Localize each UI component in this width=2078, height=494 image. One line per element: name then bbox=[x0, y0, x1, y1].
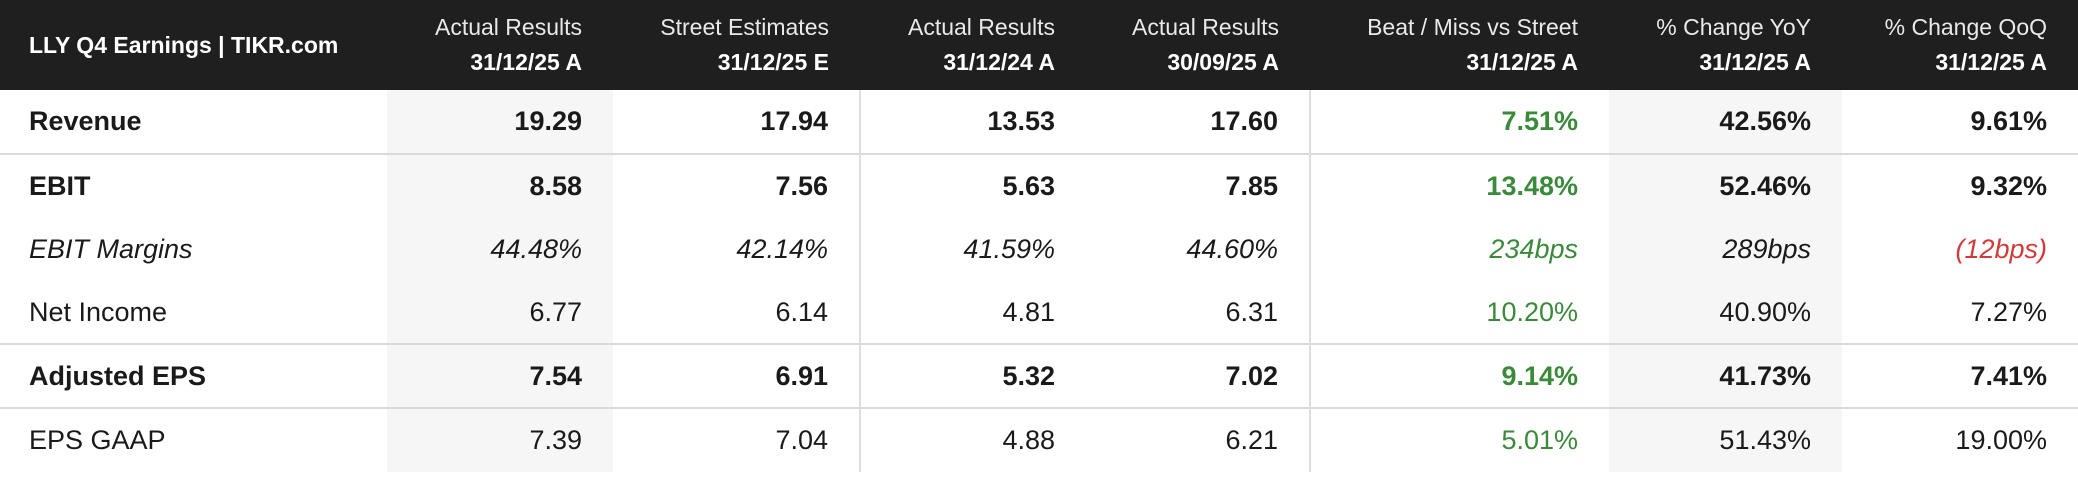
column-header-actual-q4-25: Actual Results 31/12/25 A bbox=[387, 0, 613, 90]
cell-actual-q3-25: 6.21 bbox=[1086, 407, 1310, 472]
row-label: EPS GAAP bbox=[0, 407, 387, 472]
cell-actual-q3-25: 44.60% bbox=[1186, 234, 1278, 264]
cell-change-yoy: 40.90% bbox=[1609, 281, 1842, 344]
cell-street-estimate: 17.94 bbox=[760, 106, 828, 136]
cell-street-estimate: 6.14 bbox=[775, 296, 828, 327]
table-row-net-income: Net Income 6.77 6.14 4.81 6.31 10.20% 40… bbox=[0, 281, 2078, 344]
cell-change-qoq: 19.00% bbox=[1842, 407, 2078, 472]
column-header-line1: Actual Results bbox=[434, 14, 582, 40]
cell-actual-q4-25: 44.48% bbox=[387, 218, 613, 281]
cell-change-qoq: (12bps) bbox=[1955, 234, 2047, 264]
cell-beat-miss: 234bps bbox=[1309, 218, 1609, 281]
column-header-line2: 31/12/25 A bbox=[1935, 49, 2047, 75]
table-title: LLY Q4 Earnings | TIKR.com bbox=[29, 31, 339, 58]
row-label: EBIT Margins bbox=[29, 234, 193, 264]
table-row-ebit: EBIT 8.58 7.56 5.63 7.85 13.48% 52.46% 9… bbox=[0, 153, 2078, 218]
column-header-actual-q3-25: Actual Results 30/09/25 A bbox=[1086, 0, 1310, 90]
cell-street-estimate: 6.91 bbox=[613, 343, 860, 408]
column-header-line2: 31/12/24 A bbox=[943, 49, 1055, 75]
column-header-line2: 31/12/25 A bbox=[470, 49, 582, 75]
column-header-line1: Street Estimates bbox=[660, 14, 829, 40]
cell-actual-q4-25: 19.29 bbox=[387, 90, 613, 154]
column-header-line1: Beat / Miss vs Street bbox=[1367, 14, 1578, 40]
cell-change-qoq: 9.61% bbox=[1970, 106, 2047, 136]
cell-actual-q3-25: 6.31 bbox=[1225, 296, 1278, 327]
table-header: LLY Q4 Earnings | TIKR.com Actual Result… bbox=[0, 0, 2078, 90]
cell-actual-q4-25: 6.77 bbox=[387, 281, 613, 344]
cell-street-estimate: 7.56 bbox=[613, 153, 860, 218]
earnings-table: LLY Q4 Earnings | TIKR.com Actual Result… bbox=[0, 0, 2078, 472]
column-header-line2: 30/09/25 A bbox=[1167, 49, 1279, 75]
cell-beat-miss: 13.48% bbox=[1309, 153, 1609, 218]
column-header-line1: Actual Results bbox=[907, 14, 1055, 40]
cell-change-yoy: 41.73% bbox=[1609, 343, 1842, 408]
cell-actual-q3-25: 7.02 bbox=[1086, 343, 1310, 408]
column-header-line2: 31/12/25 E bbox=[717, 49, 829, 75]
cell-actual-q4-24: 4.88 bbox=[859, 407, 1086, 472]
cell-change-yoy: 52.46% bbox=[1609, 153, 1842, 218]
column-header-change-yoy: % Change YoY 31/12/25 A bbox=[1609, 0, 1842, 90]
column-header-change-qoq: % Change QoQ 31/12/25 A bbox=[1842, 0, 2078, 90]
cell-street-estimate: 42.14% bbox=[736, 234, 828, 264]
cell-change-yoy: 289bps bbox=[1609, 218, 1842, 281]
table-row-eps-gaap: EPS GAAP 7.39 7.04 4.88 6.21 5.01% 51.43… bbox=[0, 407, 2078, 472]
header-row: LLY Q4 Earnings | TIKR.com Actual Result… bbox=[0, 0, 2078, 90]
cell-beat-miss: 9.14% bbox=[1309, 343, 1609, 408]
cell-change-yoy: 51.43% bbox=[1609, 407, 1842, 472]
column-header-actual-q4-24: Actual Results 31/12/24 A bbox=[860, 0, 1086, 90]
cell-street-estimate: 7.04 bbox=[613, 407, 860, 472]
column-header-line1: Actual Results bbox=[1131, 14, 1279, 40]
cell-actual-q3-25: 17.60 bbox=[1210, 106, 1278, 136]
column-header-line2: 31/12/25 A bbox=[1466, 49, 1578, 75]
cell-beat-miss: 7.51% bbox=[1309, 90, 1609, 154]
cell-change-qoq: 9.32% bbox=[1842, 153, 2078, 218]
cell-change-qoq: 7.27% bbox=[1970, 296, 2047, 327]
column-header-line2: 31/12/25 A bbox=[1699, 49, 1811, 75]
table-row-revenue: Revenue 19.29 17.94 13.53 17.60 7.51% 42… bbox=[0, 90, 2078, 154]
column-header-beat-miss: Beat / Miss vs Street 31/12/25 A bbox=[1310, 0, 1609, 90]
column-header-line1: % Change QoQ bbox=[1884, 14, 2047, 40]
cell-beat-miss: 10.20% bbox=[1309, 281, 1609, 344]
row-label: Adjusted EPS bbox=[0, 343, 387, 408]
cell-beat-miss: 5.01% bbox=[1309, 407, 1609, 472]
cell-actual-q4-24: 5.63 bbox=[859, 153, 1086, 218]
cell-change-yoy: 42.56% bbox=[1609, 90, 1842, 154]
row-label: EBIT bbox=[0, 153, 387, 218]
cell-change-qoq: 7.41% bbox=[1842, 343, 2078, 408]
cell-actual-q4-25: 7.39 bbox=[387, 407, 613, 472]
table-row-adjusted-eps: Adjusted EPS 7.54 6.91 5.32 7.02 9.14% 4… bbox=[0, 343, 2078, 408]
cell-actual-q4-25: 8.58 bbox=[387, 153, 613, 218]
cell-actual-q3-25: 7.85 bbox=[1086, 153, 1310, 218]
table-row-ebit-margins: EBIT Margins 44.48% 42.14% 41.59% 44.60%… bbox=[0, 218, 2078, 281]
cell-actual-q4-24: 13.53 bbox=[859, 90, 1086, 154]
row-label: Net Income bbox=[29, 296, 168, 327]
column-header-line1: % Change YoY bbox=[1656, 14, 1811, 40]
cell-actual-q4-25: 7.54 bbox=[387, 343, 613, 408]
column-header-street-estimates: Street Estimates 31/12/25 E bbox=[613, 0, 860, 90]
cell-actual-q4-24: 5.32 bbox=[859, 343, 1086, 408]
earnings-table-container: LLY Q4 Earnings | TIKR.com Actual Result… bbox=[0, 0, 2078, 472]
table-body: Revenue 19.29 17.94 13.53 17.60 7.51% 42… bbox=[0, 90, 2078, 472]
row-label: Revenue bbox=[29, 106, 142, 136]
cell-actual-q4-24: 41.59% bbox=[859, 218, 1086, 281]
cell-actual-q4-24: 4.81 bbox=[859, 281, 1086, 344]
